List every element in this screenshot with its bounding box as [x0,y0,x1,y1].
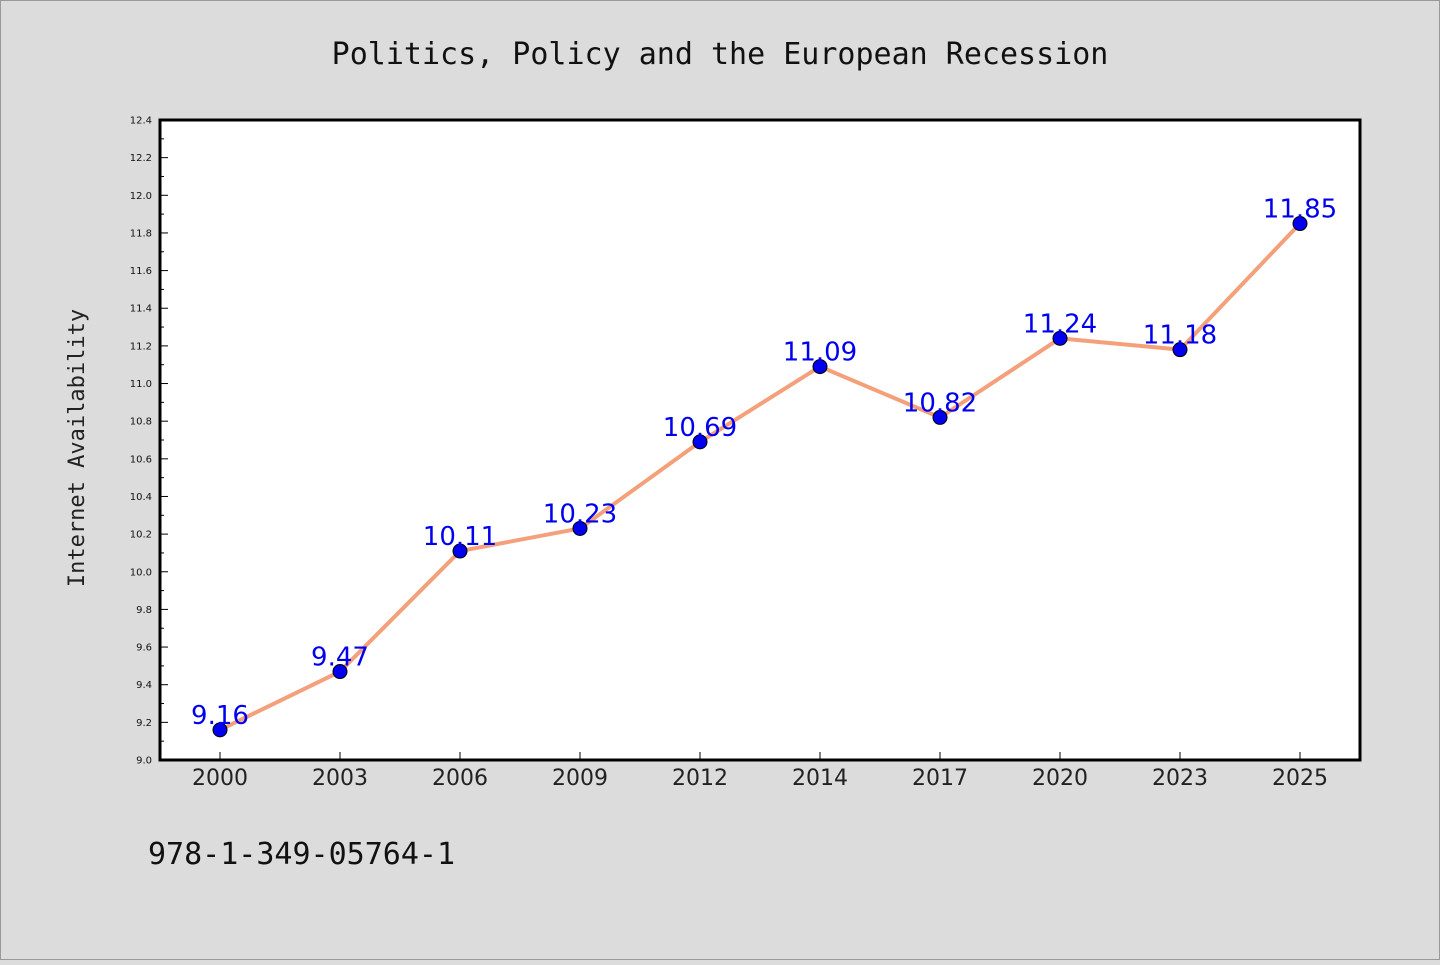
x-tick-label: 2017 [912,766,968,791]
x-axis-ticks: 2000 2003 2006 2009 2012 2014 2017 2020 2023 2025 [192,752,1328,791]
x-tick-label: 2023 [1152,766,1208,791]
x-tick-label: 2014 [792,766,848,791]
data-label: 10.11 [423,522,497,552]
x-tick-label: 2006 [432,766,488,791]
data-label: 11.18 [1143,321,1217,351]
x-tick-label: 2012 [672,766,728,791]
y-tick-label: 9.6 [136,643,152,654]
data-point [1292,216,1308,232]
data-point [812,359,828,375]
data-label: 11.85 [1263,195,1337,225]
y-tick-label: 10.2 [130,530,152,541]
y-tick-label: 10.8 [130,417,152,428]
y-tick-label: 11.4 [130,304,152,315]
data-point [332,664,348,680]
y-tick-label: 11.0 [130,379,152,390]
data-point [932,409,948,425]
y-axis-label: Internet Availability [65,309,90,587]
data-point [1172,342,1188,358]
y-tick-label: 11.2 [130,341,152,352]
y-tick-label: 12.0 [130,191,152,202]
x-tick-label: 2000 [192,766,248,791]
x-tick-label: 2020 [1032,766,1088,791]
y-tick-label: 12.2 [130,153,152,164]
chart-title: Politics, Policy and the European Recess… [332,37,1109,72]
y-tick-label: 10.4 [130,492,152,503]
series-line [219,222,1302,732]
y-tick-label: 10.6 [130,454,152,465]
x-tick-label: 2009 [552,766,608,791]
data-point [452,543,468,559]
data-label: 9.47 [311,643,369,673]
x-tick-label: 2003 [312,766,368,791]
data-label: 11.09 [783,338,857,368]
x-tick-label: 2025 [1272,766,1328,791]
y-axis-ticks: 9.0 9.2 9.4 9.6 9.8 10.0 10.2 10.4 10.6 10.8 11.0 1… [130,116,168,767]
data-point [692,434,708,450]
data-label: 10.23 [543,499,617,529]
data-point [572,520,588,536]
y-tick-label: 10.0 [130,567,152,578]
y-tick-label: 9.0 [136,756,152,767]
y-tick-label: 9.8 [136,605,152,616]
data-point [1052,330,1068,346]
data-point [212,722,228,738]
data-label: 11.24 [1023,309,1097,339]
y-tick-label: 12.4 [130,116,152,127]
y-tick-label: 11.8 [130,228,152,239]
data-label: 10.82 [903,388,977,418]
y-tick-label: 9.4 [136,680,152,691]
series-line-group: 9.16 9.47 10.11 10.23 10.69 11.09 10.82 11.24 11… [191,195,1337,738]
data-label: 9.16 [191,701,249,731]
data-label: 10.69 [663,413,737,443]
y-tick-label: 9.2 [136,718,152,729]
y-tick-label: 11.6 [130,266,152,277]
footer-id: 978-1-349-05764-1 [148,837,455,872]
